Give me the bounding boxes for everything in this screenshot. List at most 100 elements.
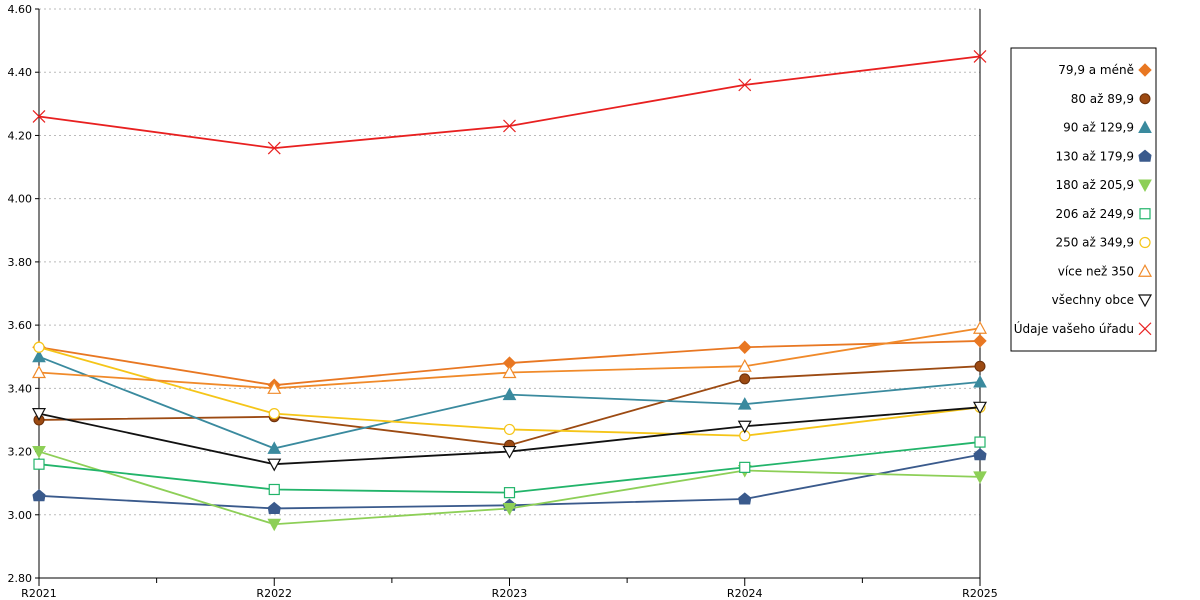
data-point xyxy=(502,502,517,516)
y-tick-label: 4.40 xyxy=(8,66,33,79)
data-point xyxy=(738,492,752,505)
axes: 2.80 3.00 3.20 3.40 3.60 3.80 4.00 4.20 4.40 4.60… xyxy=(8,3,998,600)
x-stroke xyxy=(738,78,752,92)
data-point xyxy=(739,461,751,473)
data-point xyxy=(31,408,47,421)
legend-label: více než 350 xyxy=(1058,264,1134,278)
legend-label: 80 až 89,9 xyxy=(1071,92,1134,106)
data-point xyxy=(268,483,280,496)
x-stroke xyxy=(1138,322,1152,336)
data-point xyxy=(974,360,986,372)
x-stroke xyxy=(973,49,987,63)
y-tick-label: 3.00 xyxy=(8,509,33,522)
legend-item: 180 až 205,9 xyxy=(1055,178,1152,193)
legend-item: 130 až 179,9 xyxy=(1055,149,1152,163)
legend-label: 180 až 205,9 xyxy=(1055,178,1134,192)
legend-item: 206 až 249,9 xyxy=(1055,207,1151,221)
series-4 xyxy=(32,446,987,532)
data-point xyxy=(503,487,516,499)
data-point xyxy=(33,458,45,470)
data-point xyxy=(972,401,988,415)
data-point xyxy=(974,436,986,448)
x-tick-label: R2023 xyxy=(492,587,528,600)
data-point xyxy=(31,365,47,379)
data-point xyxy=(739,373,751,385)
x-tick-label: R2022 xyxy=(256,587,292,600)
legend-marker xyxy=(1137,294,1153,308)
data-point xyxy=(737,358,752,372)
legend-marker xyxy=(1138,120,1152,133)
legend-item: více než 350 xyxy=(1058,263,1153,278)
x-stroke xyxy=(32,110,46,123)
gridlines xyxy=(39,8,980,516)
legend-item: všechny obce xyxy=(1052,293,1153,308)
series-8 xyxy=(31,401,988,472)
legend-item: 250 až 349,9 xyxy=(1055,236,1151,250)
data-point xyxy=(32,489,46,502)
data-point xyxy=(973,374,987,388)
legend-item: 80 až 89,9 xyxy=(1071,92,1151,106)
y-tick-label: 4.00 xyxy=(8,193,33,206)
legend-item: 90 až 129,9 xyxy=(1063,120,1152,135)
data-point xyxy=(737,397,752,410)
data-point xyxy=(738,340,752,354)
legend-marker xyxy=(1138,63,1152,77)
data-point xyxy=(268,408,280,420)
legend-label: 206 až 249,9 xyxy=(1055,207,1134,221)
data-point xyxy=(267,381,282,394)
y-tick-label: 4.20 xyxy=(8,129,33,142)
x-tick-label: R2024 xyxy=(727,587,763,600)
series-5 xyxy=(33,436,986,499)
data-point xyxy=(267,518,282,532)
data-point xyxy=(267,458,282,472)
data-point xyxy=(973,448,987,461)
legend-label: 250 až 349,9 xyxy=(1055,236,1134,250)
data-point xyxy=(503,119,516,133)
data-point xyxy=(267,441,282,454)
y-tick-label: 3.80 xyxy=(8,256,33,269)
legend-label: 90 až 129,9 xyxy=(1063,121,1134,135)
data-point xyxy=(502,445,517,459)
legend-marker xyxy=(1139,236,1151,249)
data-point xyxy=(32,349,46,363)
legend-label: všechny obce xyxy=(1052,293,1134,307)
legend-label: 130 až 179,9 xyxy=(1055,149,1134,163)
y-tick-label: 4.60 xyxy=(8,3,33,16)
x-stroke xyxy=(267,141,281,155)
legend-marker xyxy=(1139,208,1151,220)
series-lines xyxy=(31,49,988,532)
x-tick-label: R2025 xyxy=(962,587,998,600)
data-point xyxy=(502,365,517,379)
legend-item: Údaje vašeho úřadu xyxy=(1014,321,1152,336)
series-line xyxy=(38,55,981,149)
data-point xyxy=(32,446,46,459)
data-point xyxy=(973,471,987,484)
y-tick-label: 3.40 xyxy=(8,382,33,395)
data-point xyxy=(33,341,45,353)
data-point xyxy=(502,387,517,401)
legend-item: 79,9 a méně xyxy=(1058,63,1152,77)
legend-marker xyxy=(1139,93,1151,105)
legend-marker xyxy=(1137,263,1153,277)
data-point xyxy=(737,420,752,434)
legend-marker xyxy=(1138,179,1152,193)
data-point xyxy=(503,423,516,436)
data-point xyxy=(973,49,987,63)
y-tick-label: 3.20 xyxy=(8,446,33,459)
series-0 xyxy=(32,334,987,392)
legend-label: Údaje vašeho úřadu xyxy=(1014,321,1134,336)
data-point xyxy=(973,334,987,348)
data-point xyxy=(32,110,46,123)
series-9 xyxy=(32,49,987,155)
x-stroke xyxy=(503,119,516,133)
x-tick-label: R2021 xyxy=(21,587,57,600)
data-point xyxy=(972,321,988,334)
legend-label: 79,9 a méně xyxy=(1058,63,1134,77)
legend: 79,9 a méně 80 až 89,9 90 až 129,9 130 až 1… xyxy=(1010,47,1157,352)
y-tick-label: 3.60 xyxy=(8,319,33,332)
legend-marker xyxy=(1138,149,1152,162)
legend-marker xyxy=(1138,322,1152,336)
series-7 xyxy=(31,321,988,394)
series-2 xyxy=(32,349,987,454)
